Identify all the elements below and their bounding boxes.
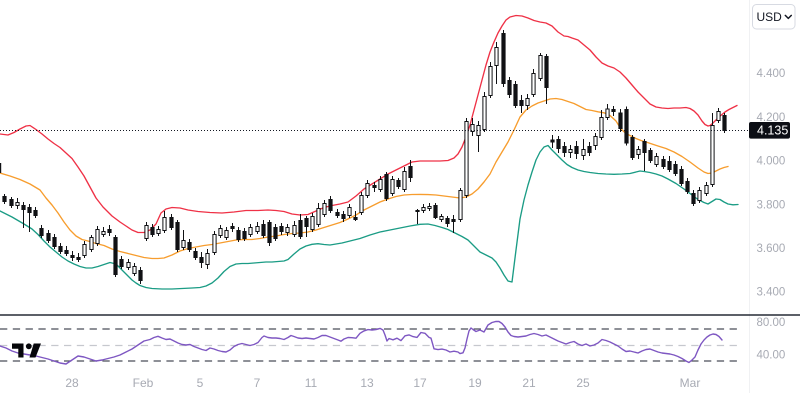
svg-text:4.000: 4.000	[757, 156, 786, 168]
svg-text:28: 28	[65, 376, 79, 390]
svg-text:19: 19	[468, 376, 482, 390]
svg-text:3.800: 3.800	[757, 199, 786, 211]
svg-text:USD: USD	[757, 10, 783, 24]
svg-text:40.00: 40.00	[757, 350, 786, 362]
svg-text:4.400: 4.400	[757, 68, 786, 80]
svg-text:25: 25	[576, 376, 590, 390]
svg-text:3.600: 3.600	[757, 243, 786, 255]
svg-text:5: 5	[197, 376, 204, 390]
svg-text:17: 17	[413, 376, 427, 390]
svg-text:Feb: Feb	[133, 376, 154, 390]
svg-text:21: 21	[522, 376, 536, 390]
svg-text:3.400: 3.400	[757, 287, 786, 299]
svg-text:80.00: 80.00	[757, 317, 786, 329]
svg-text:7: 7	[254, 376, 261, 390]
svg-text:Mar: Mar	[680, 376, 701, 390]
svg-text:13: 13	[360, 376, 374, 390]
svg-text:4.135: 4.135	[757, 123, 788, 137]
svg-text:4.200: 4.200	[757, 112, 786, 124]
svg-text:11: 11	[305, 376, 318, 390]
